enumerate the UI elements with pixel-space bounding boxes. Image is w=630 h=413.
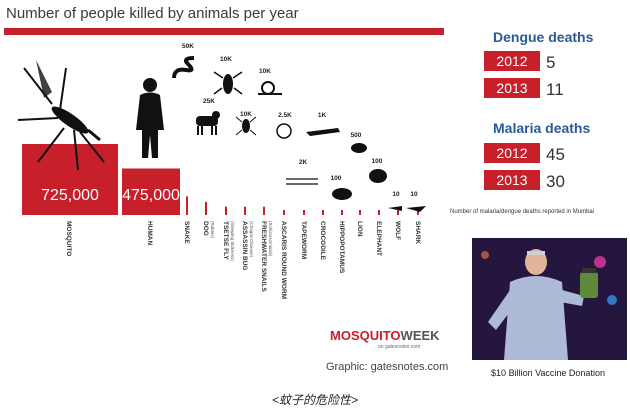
category-sublabel-assassin-bug: (Chagas Disease): [249, 221, 254, 258]
category-label-assassin-bug: ASSASSIN BUG: [241, 221, 248, 270]
human-icon: [136, 78, 164, 158]
speaker-photo: [472, 238, 627, 360]
category-label-tsetse-fly: TSETSE FLY: [222, 221, 229, 260]
dengue-row-2012: 2012 5: [484, 51, 555, 72]
mumbai-note: Number of malaria/dengue deaths reported…: [450, 209, 594, 215]
bar-tsetse-fly: [225, 206, 227, 215]
image-caption: <蚊子的危险性>: [272, 393, 358, 407]
bar-lion: [359, 210, 361, 215]
year-badge: [484, 170, 540, 190]
value-label-crocodile: 1K: [318, 112, 327, 119]
category-label-snake: SNAKE: [183, 221, 190, 244]
bar-freshwater-snails: [263, 206, 265, 215]
logo-mosquito: MOSQUITO: [330, 328, 401, 343]
logo-sub: on gatesnotes.com: [378, 344, 420, 350]
year-badge: [484, 51, 540, 71]
bar-assassin-bug: [244, 206, 246, 215]
year-badge: [484, 78, 540, 98]
labels-group: 725,000 MOSQUITO 475,000 HUMAN SNAKE DOG (Rabi…: [41, 43, 421, 299]
value-label-lion: 100: [331, 175, 342, 182]
elephant-icon: [369, 169, 387, 183]
malaria-row-2013: 2013 30: [484, 170, 565, 191]
value-label-wolf: 10: [392, 191, 400, 198]
dog-icon: [196, 111, 220, 135]
year-badge: [484, 143, 540, 163]
value-label-assassin-bug: 10K: [240, 111, 252, 118]
value-label-elephant: 100: [372, 158, 383, 165]
snail-icon: [258, 81, 282, 95]
category-label-hippopotamus: HIPPOPOTAMUS: [338, 221, 345, 274]
bar-wolf: [397, 210, 399, 215]
category-label-crocodile: CROCODILE: [319, 221, 326, 261]
category-label-dog: DOG: [202, 221, 209, 236]
chart-title: Number of people killed by animals per y…: [6, 5, 299, 22]
category-label-elephant: ELEPHANT: [375, 221, 382, 256]
value-label-hippopotamus: 500: [351, 132, 362, 139]
malaria-value: 45: [546, 145, 565, 164]
dengue-title: Dengue deaths: [493, 29, 594, 45]
year-label: 2012: [496, 53, 527, 69]
bars-group: [22, 144, 419, 215]
logo-week: WEEK: [401, 328, 441, 343]
shark-icon: [406, 206, 426, 212]
bar-dog: [205, 201, 207, 215]
assassin-bug-icon: [235, 116, 257, 136]
category-label-shark: SHARK: [414, 221, 421, 244]
value-label-tsetse-fly: 10K: [220, 56, 232, 63]
category-label-tapeworm: TAPEWORM: [300, 221, 307, 259]
svg-text:MOSQUITOWEEK: MOSQUITOWEEK: [330, 328, 440, 343]
bar-crocodile: [322, 210, 324, 215]
category-label-ascaris-round-worm: ASCARIS ROUND WORM: [280, 221, 287, 299]
bar-elephant: [378, 210, 380, 215]
bar-human: [122, 168, 180, 215]
bar-ascaris-round-worm: [283, 210, 285, 215]
bar-tapeworm: [303, 210, 305, 215]
value-label-snake: 50K: [182, 43, 194, 50]
bar-mosquito: [22, 144, 118, 215]
bar-shark: [417, 210, 419, 215]
category-sublabel-freshwater-snails: (Schistosomiasis): [268, 221, 273, 257]
category-label-human: HUMAN: [146, 221, 153, 245]
category-label-lion: LION: [356, 221, 363, 237]
category-label-mosquito: MOSQUITO: [65, 221, 72, 256]
icons-group: [17, 56, 426, 212]
malaria-row-2012: 2012 45: [484, 143, 565, 164]
mosquito-week-logo: MOSQUITOWEEK on gatesnotes.com: [330, 328, 440, 350]
category-sublabel-tsetse-fly: (Sleeping Sickness): [230, 221, 235, 261]
graphic-credit: Graphic: gatesnotes.com: [326, 361, 448, 373]
value-label-human: 475,000: [122, 187, 180, 204]
value-label-mosquito: 725,000: [41, 187, 99, 204]
lion-icon: [351, 143, 367, 153]
tapeworm-icon: [286, 178, 318, 185]
dengue-value: 11: [546, 80, 564, 99]
dengue-value: 5: [546, 53, 555, 72]
category-label-wolf: WOLF: [394, 221, 401, 240]
malaria-title: Malaria deaths: [493, 120, 590, 136]
photo-caption: $10 Billion Vaccine Donation: [491, 368, 605, 378]
crocodile-icon: [306, 128, 340, 136]
value-label-freshwater-snails: 10K: [259, 68, 271, 75]
hippopotamus-icon: [332, 188, 352, 200]
mosquito-icon: [17, 60, 105, 171]
bar-hippopotamus: [341, 210, 343, 215]
value-label-shark: 10: [410, 191, 418, 198]
value-label-dog: 25K: [203, 98, 215, 105]
year-label: 2013: [496, 80, 527, 96]
dengue-row-2013: 2013 11: [484, 78, 564, 99]
value-label-tapeworm: 2K: [299, 159, 308, 166]
category-sublabel-dog: (Rabies): [210, 221, 215, 239]
tsetse-fly-icon: [213, 71, 243, 95]
year-label: 2013: [496, 172, 527, 188]
round-worm-icon: [276, 123, 292, 139]
malaria-value: 30: [546, 172, 565, 191]
value-label-ascaris-round-worm: 2.5K: [278, 112, 292, 119]
title-red-rule: [4, 28, 444, 35]
snake-icon: [172, 56, 195, 79]
wolf-icon: [388, 206, 402, 211]
year-label: 2012: [496, 145, 527, 161]
category-label-freshwater-snails: FRESHWATER SNAILS: [260, 221, 267, 292]
bar-snake: [186, 196, 188, 215]
